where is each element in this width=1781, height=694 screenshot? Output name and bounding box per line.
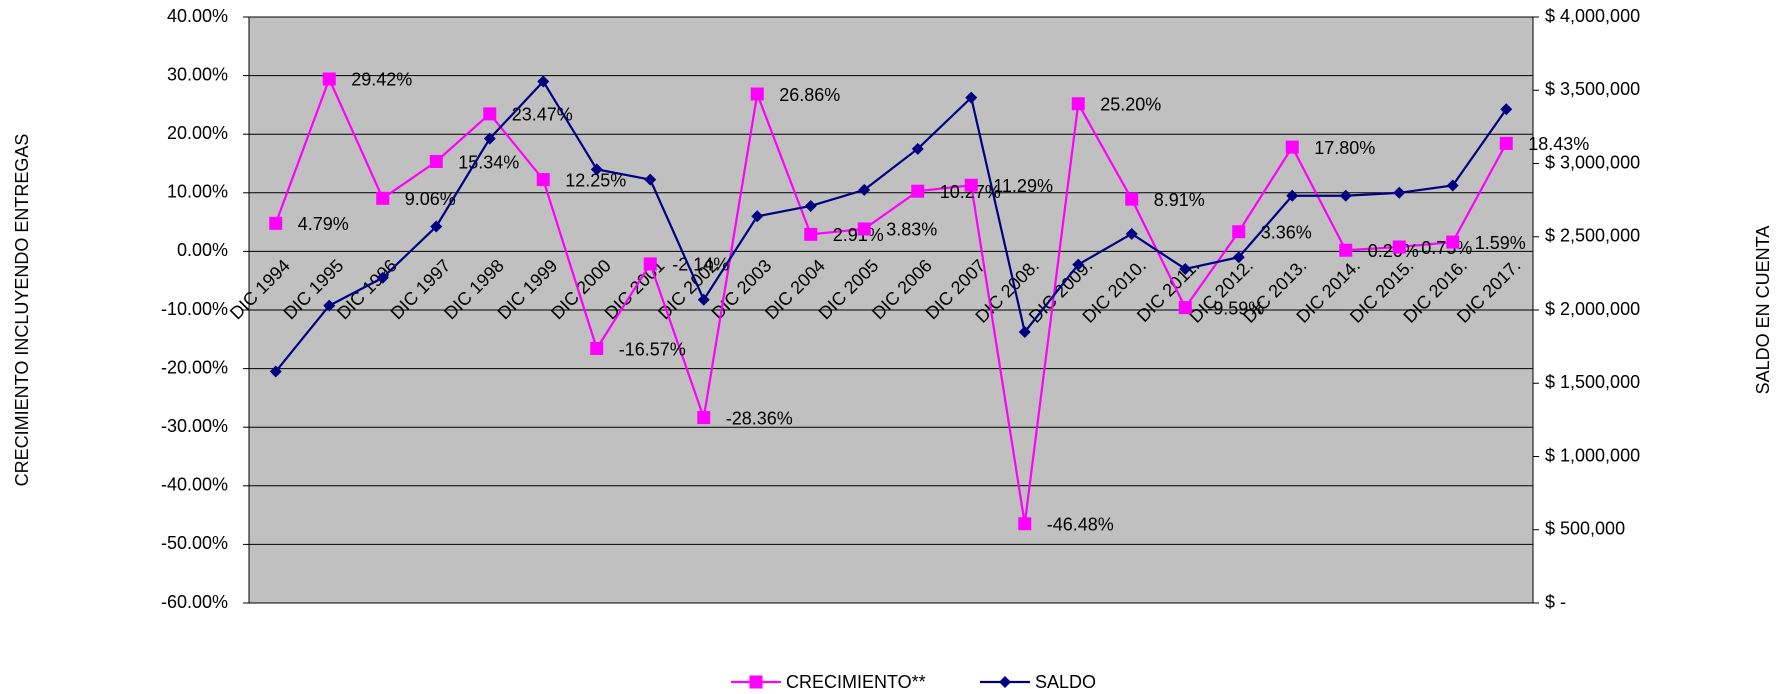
data-point: [376, 271, 389, 284]
data-point: [1285, 140, 1299, 154]
series-line: [274, 76, 1508, 524]
y2-tick-label: $ -: [1545, 592, 1566, 612]
data-point: [1446, 235, 1460, 249]
data-point: [1286, 189, 1299, 202]
y2-tick-label: $ 4,000,000: [1545, 6, 1640, 26]
data-point: [911, 184, 925, 198]
data-point: [1232, 251, 1245, 264]
data-point: [1178, 301, 1192, 315]
y2-tick-label: $ 2,000,000: [1545, 299, 1640, 319]
data-label: -46.48%: [1047, 515, 1114, 535]
y-tick-label: -40.00%: [161, 475, 228, 495]
y2-tick-label: $ 2,500,000: [1545, 226, 1640, 246]
data-point: [269, 365, 282, 378]
data-label: -16.57%: [619, 339, 686, 359]
data-point: [1232, 225, 1246, 239]
y-tick-label: -20.00%: [161, 357, 228, 377]
data-point: [857, 222, 871, 236]
y-tick-label: 40.00%: [167, 6, 228, 26]
data-label: 1.59%: [1475, 233, 1526, 253]
data-point: [483, 107, 497, 121]
data-point: [323, 299, 336, 312]
data-label: 10.27%: [940, 182, 1001, 202]
y2-axis-title: SALDO EN CUENTA: [1753, 226, 1773, 395]
y-tick-label: -50.00%: [161, 533, 228, 553]
data-point: [644, 173, 657, 186]
data-label: 17.80%: [1314, 138, 1375, 158]
data-point: [590, 163, 603, 176]
data-label: 12.25%: [565, 170, 626, 190]
y-tick-label: 30.00%: [167, 64, 228, 84]
data-point: [643, 257, 657, 271]
data-point: [697, 411, 711, 425]
data-point: [1071, 97, 1085, 111]
data-point: [429, 155, 443, 169]
data-point: [1018, 517, 1032, 531]
data-label: 23.47%: [512, 105, 573, 125]
data-point: [430, 220, 443, 233]
y2-tick-label: $ 3,000,000: [1545, 152, 1640, 172]
data-label: 18.43%: [1528, 134, 1589, 154]
data-point: [1339, 189, 1352, 202]
legend-label: SALDO: [1035, 672, 1096, 692]
data-point: [804, 199, 817, 212]
data-point: [1393, 186, 1406, 199]
data-point: [1392, 240, 1406, 254]
y2-tick-label: $ 1,500,000: [1545, 372, 1640, 392]
data-point: [697, 293, 710, 306]
data-point: [964, 178, 978, 192]
data-point: [750, 87, 764, 101]
data-label: 25.20%: [1100, 94, 1161, 114]
data-point: [1499, 136, 1513, 150]
data-point: [911, 142, 924, 155]
legend-marker: [999, 676, 1011, 688]
y-tick-label: 0.00%: [177, 240, 228, 260]
data-point: [1125, 227, 1138, 240]
y2-tick-label: $ 3,500,000: [1545, 79, 1640, 99]
legend-label: CRECIMIENTO**: [786, 672, 926, 692]
data-point: [1500, 103, 1513, 116]
data-point: [1125, 192, 1139, 206]
data-point: [751, 210, 764, 223]
data-point: [483, 132, 496, 145]
y-tick-label: -30.00%: [161, 416, 228, 436]
data-label: -28.36%: [726, 408, 793, 428]
data-label: 15.34%: [458, 152, 519, 172]
data-label: 3.36%: [1261, 222, 1312, 242]
data-label: -9.59%: [1207, 298, 1264, 318]
y-tick-label: 20.00%: [167, 123, 228, 143]
data-point: [322, 72, 336, 86]
y2-tick-label: $ 500,000: [1545, 519, 1625, 539]
y-tick-label: -10.00%: [161, 299, 228, 319]
y-tick-label: 10.00%: [167, 182, 228, 202]
data-point: [1339, 243, 1353, 257]
data-label: 29.42%: [351, 70, 412, 90]
data-point: [590, 342, 604, 356]
series-line: [274, 79, 1508, 373]
data-point: [376, 191, 390, 205]
data-point: [858, 183, 871, 196]
data-label: 8.91%: [1154, 190, 1205, 210]
y-axis-title: CRECIMIENTO INCLUYENDO ENTREGAS: [12, 134, 32, 487]
data-label: 3.83%: [886, 220, 937, 240]
data-point: [536, 173, 550, 187]
data-point: [1072, 258, 1085, 271]
data-point: [965, 91, 978, 104]
data-point: [1446, 179, 1459, 192]
data-point: [1018, 325, 1031, 338]
data-label: 26.86%: [779, 85, 840, 105]
data-point: [1179, 262, 1192, 275]
data-label: 11.29%: [993, 176, 1053, 196]
y2-tick-label: $ 1,000,000: [1545, 445, 1640, 465]
data-point: [537, 75, 550, 88]
data-point: [269, 216, 283, 230]
data-label: 9.06%: [405, 189, 456, 209]
y-tick-label: -60.00%: [161, 592, 228, 612]
data-label: 4.79%: [298, 214, 349, 234]
legend-marker: [749, 675, 763, 689]
data-point: [804, 227, 818, 241]
